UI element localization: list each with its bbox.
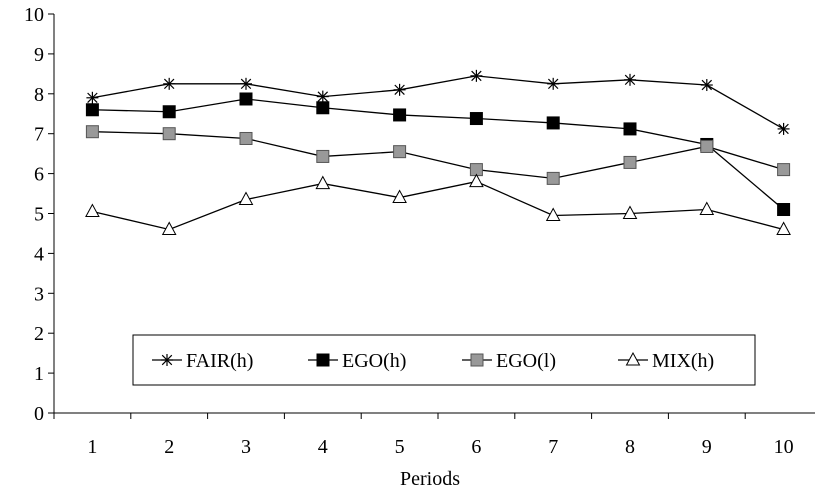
y-tick-label: 1 bbox=[34, 363, 44, 385]
x-tick-label: 2 bbox=[164, 436, 174, 458]
x-tick-label: 5 bbox=[395, 436, 405, 458]
x-tick-label: 9 bbox=[702, 436, 712, 458]
series-fair-h-point bbox=[240, 77, 252, 90]
series-mix-h-point bbox=[392, 189, 407, 204]
series-mix-h-point bbox=[699, 201, 715, 216]
y-tick-label: 9 bbox=[34, 44, 44, 66]
series-ego-l-point bbox=[162, 127, 176, 141]
series-ego-l-point bbox=[777, 163, 791, 177]
series-fair-h-point bbox=[624, 73, 636, 86]
legend-ego-l-point bbox=[470, 353, 484, 367]
series-fair-h-point bbox=[86, 91, 99, 104]
series-ego-h-point bbox=[546, 116, 560, 130]
series-ego-h-point bbox=[162, 105, 176, 119]
series-mix-h-point bbox=[238, 191, 254, 206]
series-ego-l-point bbox=[239, 131, 253, 145]
x-tick-label: 4 bbox=[318, 436, 328, 458]
y-tick-label: 5 bbox=[34, 204, 44, 226]
series-fair-h bbox=[86, 69, 790, 135]
series-ego-l-point bbox=[546, 171, 560, 185]
series-mix-h-point bbox=[545, 207, 561, 221]
series-fair-h-point bbox=[470, 69, 483, 82]
y-tick-label: 3 bbox=[34, 283, 44, 305]
series-ego-h bbox=[85, 92, 791, 217]
x-axis-ticks: 1 2 3 4 5 6 7 8 9 10 bbox=[53, 413, 794, 458]
series-line-mix-h bbox=[92, 180, 784, 231]
series-group bbox=[85, 69, 791, 235]
series-ego-l-point bbox=[85, 125, 99, 139]
legend-label: EGO(l) bbox=[496, 350, 556, 372]
series-fair-h-point bbox=[777, 122, 790, 135]
series-ego-l-point bbox=[623, 155, 637, 169]
series-fair-h-point bbox=[547, 77, 560, 90]
legend-label: MIX(h) bbox=[652, 350, 714, 372]
series-line-ego-h bbox=[92, 98, 785, 211]
series-fair-h-point bbox=[393, 83, 406, 96]
legend-entry-mix-h: MIX(h) bbox=[618, 350, 714, 372]
series-ego-h-point bbox=[469, 112, 483, 126]
x-tick-label: 6 bbox=[471, 436, 481, 458]
x-tick-label: 7 bbox=[548, 436, 558, 458]
series-ego-l bbox=[85, 125, 791, 185]
series-fair-h-point bbox=[316, 90, 329, 103]
series-mix-h-point bbox=[622, 205, 638, 219]
legend-box bbox=[132, 334, 756, 386]
series-mix-h-point bbox=[776, 221, 791, 235]
series-ego-l-point bbox=[393, 145, 407, 159]
x-tick-label: 8 bbox=[625, 436, 635, 458]
legend-label: FAIR(h) bbox=[186, 350, 253, 372]
series-ego-h-point bbox=[239, 92, 253, 106]
legend: FAIR(h) EGO(h) EGO(l) MIX(h) bbox=[132, 334, 756, 386]
series-ego-h-point bbox=[623, 122, 637, 136]
y-tick-label: 2 bbox=[34, 323, 44, 345]
x-tick-label: 3 bbox=[241, 436, 251, 458]
series-ego-l-point bbox=[700, 139, 714, 153]
series-ego-h-point bbox=[393, 108, 407, 122]
y-axis-ticks: 0 1 2 3 4 5 6 7 8 9 10 bbox=[24, 4, 54, 425]
x-axis-title: Periods bbox=[400, 468, 460, 490]
series-ego-l-point bbox=[316, 149, 330, 163]
y-tick-label: 4 bbox=[34, 243, 44, 265]
series-line-ego-l bbox=[92, 131, 784, 180]
y-tick-label: 10 bbox=[24, 4, 44, 26]
y-tick-label: 7 bbox=[34, 124, 44, 146]
y-tick-label: 0 bbox=[34, 403, 44, 425]
x-tick-label: 1 bbox=[87, 436, 97, 458]
y-tick-label: 8 bbox=[34, 84, 44, 106]
series-mix-h bbox=[85, 173, 791, 235]
series-mix-h-point bbox=[161, 221, 177, 235]
series-ego-h-point bbox=[316, 101, 330, 115]
series-line-fair-h bbox=[92, 75, 784, 130]
legend-fair-h-point bbox=[161, 354, 173, 366]
series-mix-h-point bbox=[85, 203, 100, 218]
y-tick-label: 6 bbox=[34, 164, 44, 186]
legend-entry-ego-l: EGO(l) bbox=[462, 350, 556, 372]
series-fair-h-point bbox=[700, 79, 713, 92]
legend-mix-h-point bbox=[625, 351, 641, 366]
legend-ego-h-point bbox=[316, 353, 330, 367]
series-ego-h-point bbox=[777, 203, 791, 217]
series-mix-h-point bbox=[315, 175, 331, 190]
legend-entry-fair-h: FAIR(h) bbox=[152, 350, 253, 372]
series-fair-h-point bbox=[163, 77, 176, 90]
legend-entry-ego-h: EGO(h) bbox=[308, 350, 406, 372]
x-tick-label: 10 bbox=[774, 436, 794, 458]
legend-label: EGO(h) bbox=[342, 350, 406, 372]
series-mix-h-point bbox=[469, 173, 484, 188]
series-ego-h-point bbox=[85, 103, 99, 117]
